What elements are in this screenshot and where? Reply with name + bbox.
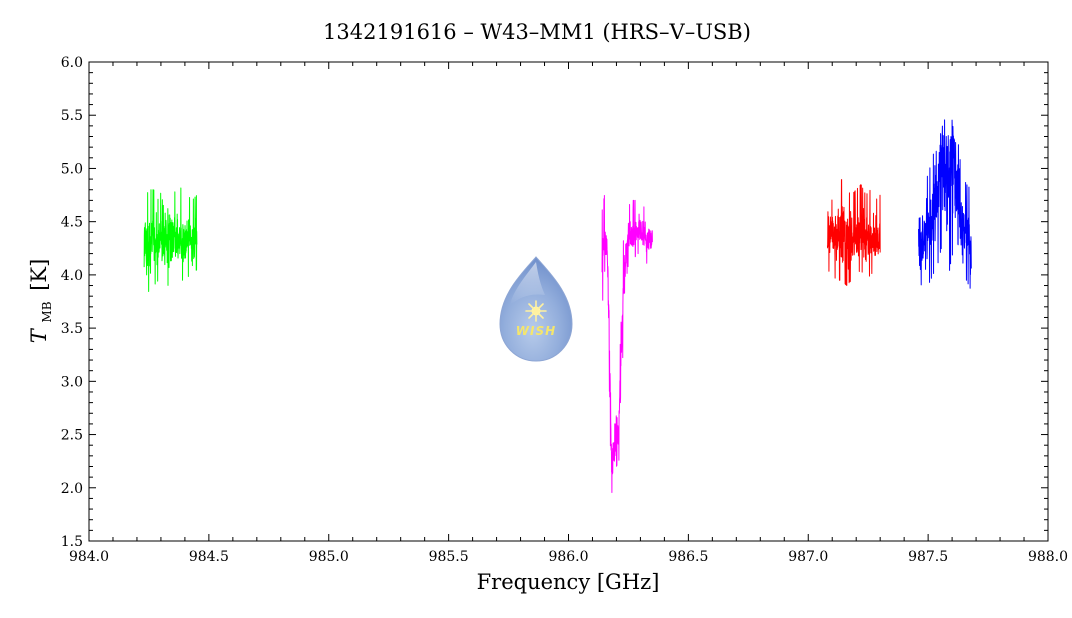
wish-logo: WISH <box>499 256 573 362</box>
x-axis-label: Frequency [GHz] <box>477 570 660 594</box>
chart-title: 1342191616 – W43–MM1 (HRS–V–USB) <box>323 20 751 44</box>
spectrum-series-3 <box>826 179 881 286</box>
y-tick-label: 2.0 <box>61 481 83 497</box>
y-axis-subscript: MB <box>40 301 54 322</box>
water-drop-shine <box>510 262 545 305</box>
spectrum-layer <box>143 119 972 494</box>
y-axis-ticks: 1.5 2.0 2.5 3.0 3.5 4.0 4.5 5.0 5.5 6.0 <box>61 55 1048 550</box>
spectrum-series-4 <box>918 119 972 289</box>
y-tick-label: 2.5 <box>61 428 83 444</box>
x-tick-label: 985.5 <box>429 549 469 565</box>
y-axis-symbol: T <box>27 327 51 343</box>
y-tick-label: 5.5 <box>61 108 83 124</box>
x-tick-label: 987.0 <box>788 549 828 565</box>
x-tick-label: 986.0 <box>548 549 588 565</box>
y-tick-label: 4.0 <box>61 268 83 284</box>
y-tick-label: 4.5 <box>61 215 83 231</box>
x-tick-label: 984.0 <box>69 549 109 565</box>
spectrum-series-1 <box>143 187 198 292</box>
spectrum-series-2 <box>601 194 653 494</box>
y-tick-label: 1.5 <box>61 534 83 550</box>
logo-label: WISH <box>516 324 556 338</box>
y-axis-label: T MB [K] <box>27 259 56 344</box>
x-tick-label: 987.5 <box>908 549 948 565</box>
y-tick-label: 3.5 <box>61 321 83 337</box>
x-tick-label: 984.5 <box>189 549 229 565</box>
y-tick-label: 3.0 <box>61 374 83 390</box>
plot-frame <box>88 61 1049 542</box>
x-tick-label: 988.0 <box>1028 549 1068 565</box>
y-tick-label: 6.0 <box>61 55 83 71</box>
x-tick-label: 985.0 <box>309 549 349 565</box>
x-tick-label: 986.5 <box>668 549 708 565</box>
star-icon <box>525 300 547 322</box>
y-axis-unit: [K] <box>27 259 51 291</box>
svg-text:T MB [K]: T MB [K] <box>27 259 56 344</box>
y-tick-label: 5.0 <box>61 161 83 177</box>
x-axis-ticks: 984.0 984.5 985.0 985.5 986.0 986.5 987.0 987.5… <box>69 62 1068 565</box>
